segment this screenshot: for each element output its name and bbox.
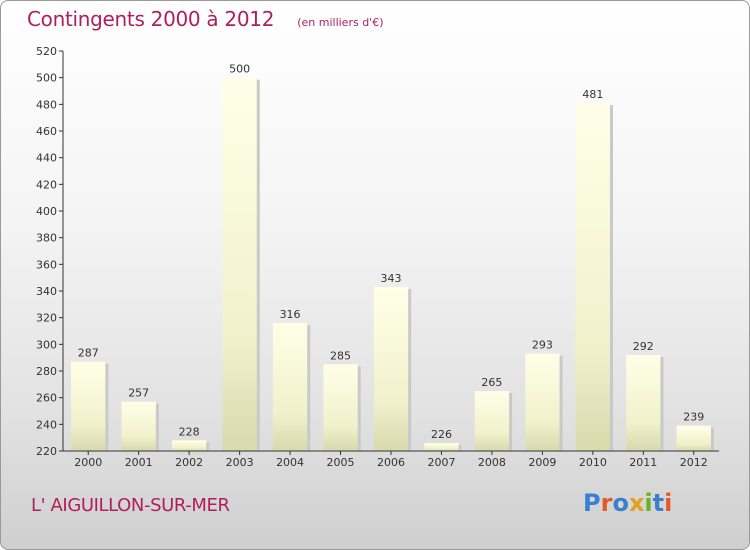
- proxiti-logo: Proxiti: [583, 489, 672, 517]
- y-tick-label: 460: [36, 125, 57, 138]
- bar-value-label: 285: [330, 349, 351, 362]
- x-tick-label: 2005: [327, 456, 355, 469]
- x-tick-label: 2007: [427, 456, 455, 469]
- logo-letter: o: [612, 489, 629, 517]
- x-tick-label: 2000: [74, 456, 102, 469]
- y-tick-label: 420: [36, 178, 57, 191]
- y-tick-label: 220: [36, 445, 57, 458]
- x-tick-label: 2010: [579, 456, 607, 469]
- logo-letter: r: [600, 489, 613, 517]
- x-tick-label: 2004: [276, 456, 304, 469]
- bar-2000: [71, 361, 106, 451]
- bar-2011: [626, 355, 661, 451]
- logo-letter: i: [644, 489, 653, 517]
- bar-value-label: 287: [78, 347, 99, 360]
- y-tick-label: 400: [36, 205, 57, 218]
- bar-value-label: 239: [683, 411, 704, 424]
- logo-letter: i: [664, 489, 673, 517]
- bar-value-label: 292: [633, 340, 654, 353]
- y-tick-label: 380: [36, 232, 57, 245]
- bar-value-label: 228: [179, 425, 200, 438]
- x-tick-label: 2008: [478, 456, 506, 469]
- x-tick-label: 2009: [528, 456, 556, 469]
- y-tick-label: 300: [36, 338, 57, 351]
- bar-value-label: 257: [128, 387, 149, 400]
- y-tick-label: 480: [36, 98, 57, 111]
- bar-2009: [525, 353, 560, 451]
- x-tick-label: 2006: [377, 456, 405, 469]
- y-tick-label: 500: [36, 72, 57, 85]
- logo-letter: t: [652, 489, 665, 517]
- x-tick-label: 2012: [680, 456, 708, 469]
- y-tick-label: 520: [36, 45, 57, 58]
- x-tick-label: 2011: [629, 456, 657, 469]
- x-tick-label: 2001: [125, 456, 153, 469]
- y-tick-label: 320: [36, 312, 57, 325]
- chart-header: Contingents 2000 à 2012 (en milliers d'€…: [27, 7, 384, 31]
- bar-value-label: 500: [229, 63, 250, 76]
- bar-2007: [424, 443, 459, 451]
- place-name: L' AIGUILLON-SUR-MER: [31, 495, 230, 516]
- bar-2010: [575, 103, 611, 451]
- bar-value-label: 265: [481, 376, 502, 389]
- y-tick-label: 280: [36, 365, 57, 378]
- bar-2001: [121, 401, 156, 451]
- y-tick-label: 340: [36, 285, 57, 298]
- bar-value-label: 226: [431, 428, 452, 441]
- x-tick-label: 2002: [175, 456, 203, 469]
- chart-unit-note: (en milliers d'€): [297, 16, 384, 29]
- bar-value-label: 481: [582, 88, 603, 101]
- bar-2012: [676, 425, 711, 451]
- y-tick-label: 440: [36, 152, 57, 165]
- y-tick-label: 360: [36, 258, 57, 271]
- logo-letter: P: [583, 489, 601, 517]
- bar-2003: [222, 77, 257, 452]
- x-tick-label: 2003: [226, 456, 254, 469]
- y-tick-label: 240: [36, 418, 57, 431]
- bar-2004: [272, 323, 308, 451]
- y-tick-label: 260: [36, 392, 57, 405]
- bar-2005: [323, 364, 358, 451]
- bar-value-label: 343: [381, 272, 402, 285]
- bar-2002: [171, 440, 207, 451]
- bar-value-label: 293: [532, 339, 553, 352]
- chart-title: Contingents 2000 à 2012: [27, 7, 275, 31]
- bar-2006: [373, 287, 409, 451]
- bar-2008: [474, 391, 510, 451]
- logo-letter: x: [628, 489, 645, 517]
- bar-value-label: 316: [280, 308, 301, 321]
